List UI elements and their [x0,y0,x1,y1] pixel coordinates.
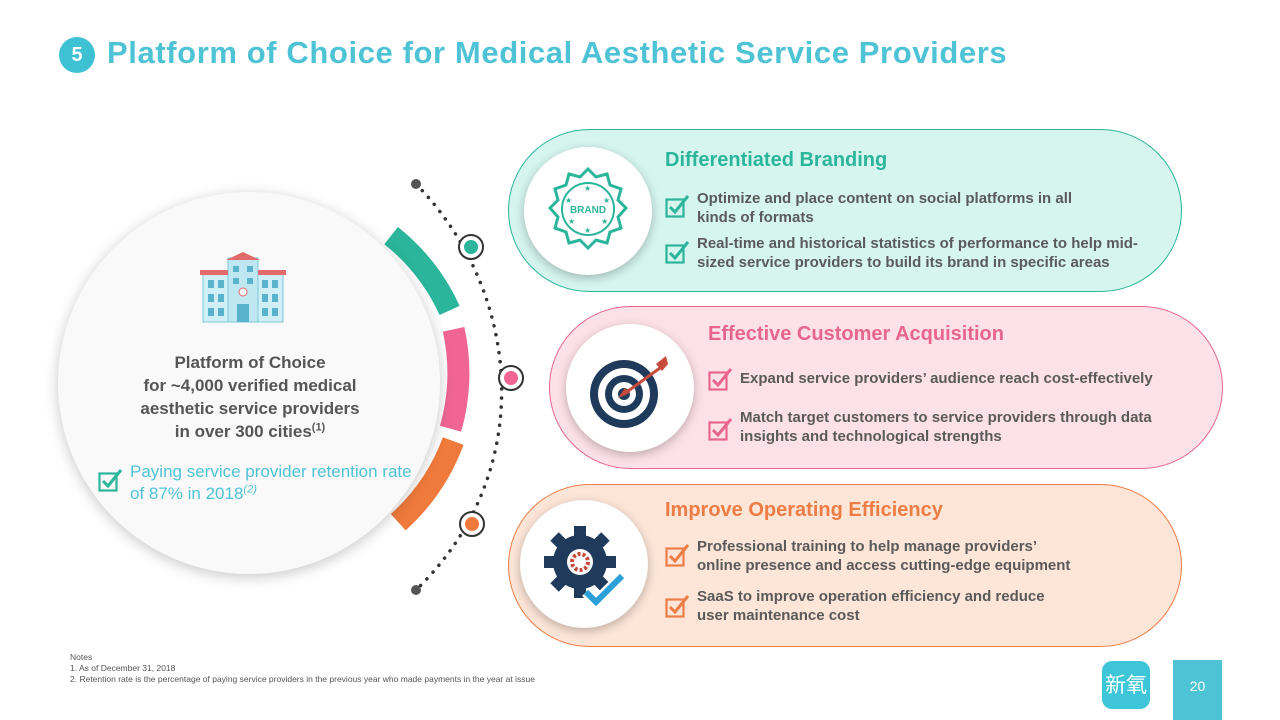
acquisition-checkbox-icon-2 [708,418,733,441]
section-number-badge: 5 [59,37,95,73]
acquisition-checkbox-icon-1 [708,368,733,391]
notes-heading: Notes [70,652,93,662]
connector-end-dot-bottom [411,585,421,595]
arc-segment-orange [390,437,464,531]
company-logo: 新氧 [1102,661,1150,709]
branding-title: Differentiated Branding [665,149,888,171]
svg-text:★: ★ [601,217,608,226]
arc-segment-teal [384,226,460,316]
acquisition-bullet-2: Match target customers to service provid… [740,409,1152,445]
efficiency-bullet-2: SaaS to improve operation efficiency and… [697,588,1045,624]
platform-summary: Platform of Choice for ~4,000 verified m… [110,351,390,443]
page-title: Platform of Choice for Medical Aesthetic… [107,35,1008,70]
branding-checkbox-icon-1 [665,195,690,218]
branding-icon-circle: ★ ★ ★ ★ ★ ★ BRAND [524,147,652,275]
arc-segment-pink [439,326,470,432]
footnote-ref-1: (1) [311,421,326,434]
branding-bullet-2: Real-time and historical statistics of p… [697,235,1138,271]
footnote-ref-2: (2) [243,483,257,496]
svg-text:★: ★ [584,184,591,193]
svg-text:★: ★ [568,217,575,226]
efficiency-title: Improve Operating Efficiency [665,499,943,521]
brand-badge-icon: ★ ★ ★ ★ ★ ★ BRAND [547,166,629,251]
brand-badge-label: BRAND [570,205,606,216]
note-2: 2. Retention rate is the percentage of p… [70,674,535,684]
efficiency-checkbox-icon-2 [665,595,690,618]
gear-check-icon [544,526,626,610]
svg-text:★: ★ [584,226,591,235]
platform-line-1: Platform of Choice [174,353,326,372]
efficiency-icon-circle [520,500,648,628]
hospital-building-icon [200,252,286,323]
connector-end-dot-top [411,179,421,189]
platform-line-2: for ~4,000 verified medical [143,376,357,395]
acquisition-bullet-1: Expand service providers’ audience reach… [740,370,1153,387]
footnotes: Notes 1. As of December 31, 2018 2. Rete… [70,652,535,685]
target-icon [590,356,668,428]
efficiency-bullet-1: Professional training to help manage pro… [697,538,1071,574]
svg-text:★: ★ [565,196,572,205]
page-number: 20 [1173,660,1222,720]
acquisition-icon-circle [566,324,694,452]
branding-checkbox-icon-2 [665,241,690,264]
retention-checkbox-icon [98,469,123,492]
svg-text:★: ★ [603,196,610,205]
acquisition-title: Effective Customer Acquisition [708,323,1004,345]
platform-line-4: in over 300 cities(1) [174,421,326,441]
efficiency-checkbox-icon-1 [665,544,690,567]
branding-bullet-1: Optimize and place content on social pla… [697,190,1073,226]
note-1: 1. As of December 31, 2018 [70,663,176,673]
retention-statement: Paying service provider retention rate o… [130,462,412,503]
platform-line-3: aesthetic service providers [140,399,360,418]
